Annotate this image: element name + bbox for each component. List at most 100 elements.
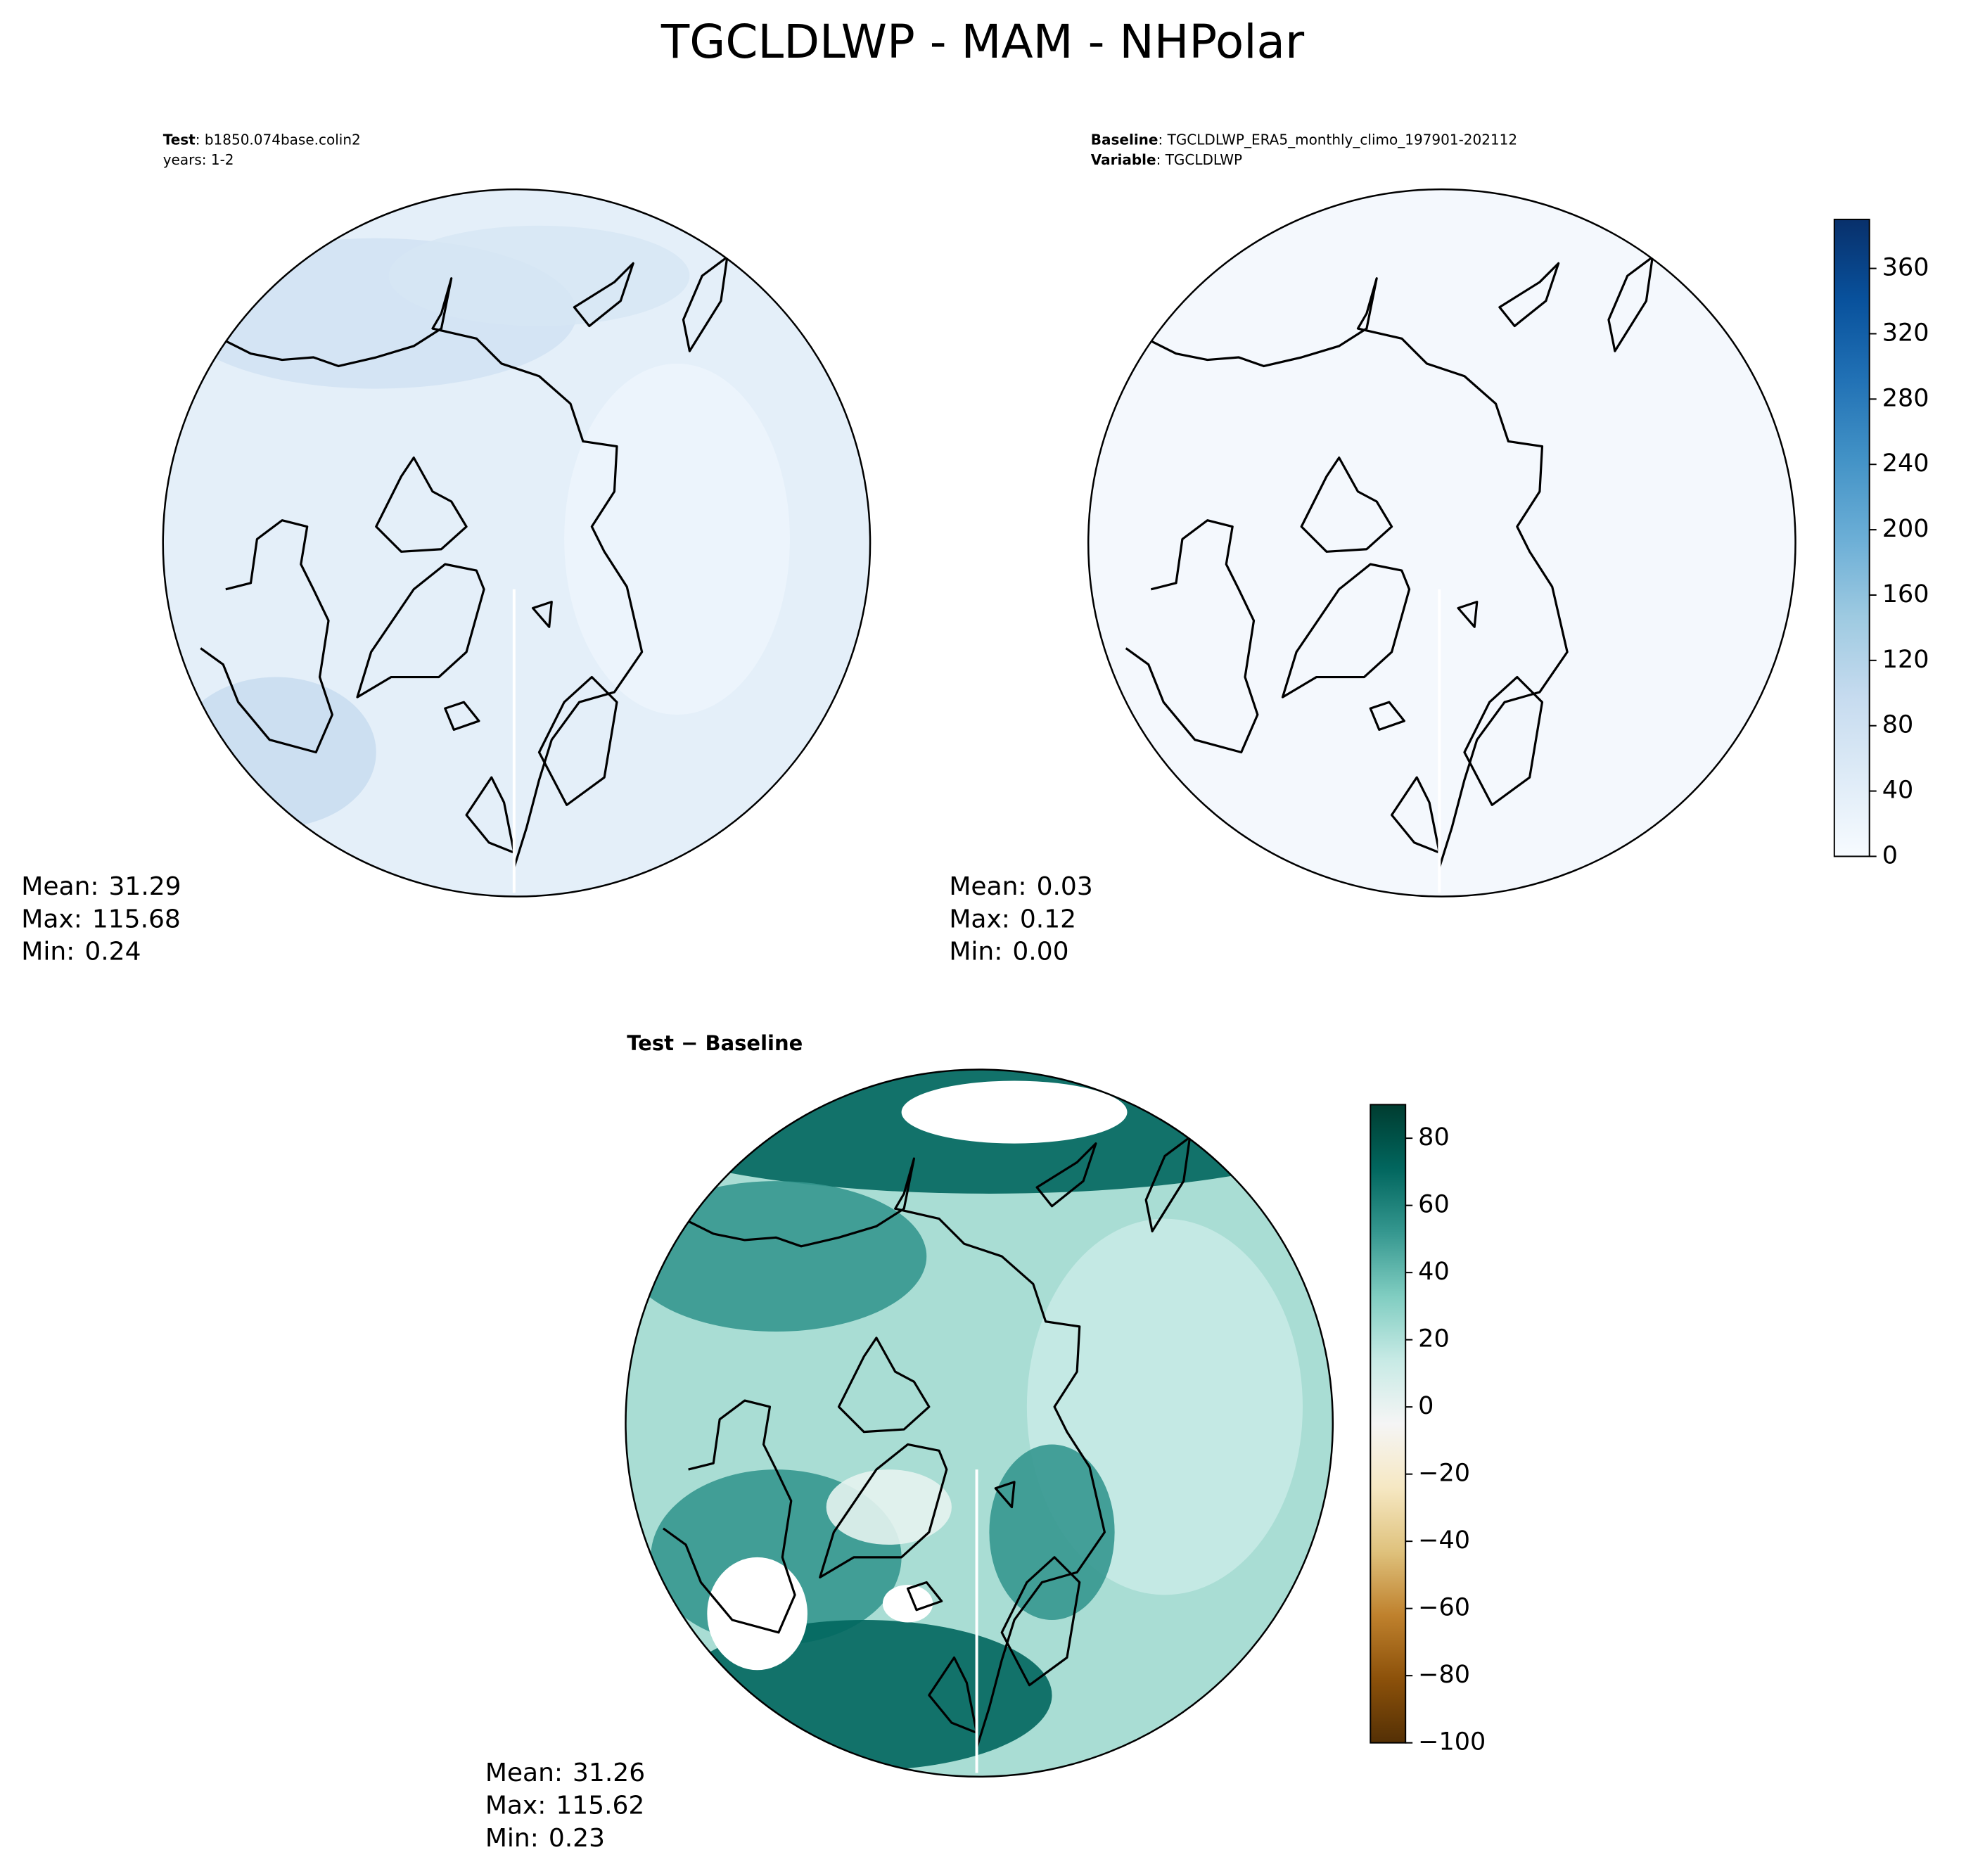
colorbar-tick-label: 240 bbox=[1882, 449, 1929, 478]
stat: Min: 0.00 bbox=[949, 938, 1068, 966]
panel-title: Test − Baseline bbox=[627, 1031, 803, 1055]
coastline bbox=[929, 1657, 977, 1733]
header-text: : b1850.074base.colin2 bbox=[196, 131, 361, 148]
stat-value: 0.03 bbox=[1037, 872, 1093, 901]
stat-value: 0.12 bbox=[1020, 905, 1076, 933]
colorbar-tick-label: −100 bbox=[1418, 1728, 1486, 1756]
coastline bbox=[1037, 1144, 1096, 1206]
coastline bbox=[1301, 458, 1391, 552]
stat: Mean: 31.29 bbox=[21, 872, 181, 901]
colorbar bbox=[1370, 1104, 1407, 1744]
panel-header: years: 1-2 bbox=[163, 151, 234, 168]
coastline bbox=[445, 702, 479, 729]
coastline bbox=[1370, 702, 1404, 729]
stat-label: Mean: bbox=[485, 1759, 563, 1787]
coastline bbox=[1609, 257, 1652, 351]
stat: Min: 0.23 bbox=[485, 1824, 605, 1853]
coastline bbox=[533, 602, 552, 627]
stat-label: Max: bbox=[21, 905, 82, 933]
colorbar-tick-label: −60 bbox=[1418, 1594, 1470, 1622]
coastline bbox=[1282, 564, 1409, 697]
coastline bbox=[539, 677, 617, 805]
colorbar-tick-label: −40 bbox=[1418, 1526, 1470, 1555]
colorbar-tick-label: −20 bbox=[1418, 1460, 1470, 1488]
coastline bbox=[838, 1338, 928, 1432]
missing-region bbox=[707, 1557, 808, 1671]
map-shade bbox=[564, 363, 790, 715]
colorbar-tick-label: 320 bbox=[1882, 319, 1929, 347]
map-shade bbox=[826, 1469, 952, 1545]
missing-region bbox=[882, 1585, 933, 1623]
colorbar-tick-label: 40 bbox=[1882, 777, 1914, 805]
coastline bbox=[1146, 1137, 1189, 1232]
coastline bbox=[1126, 521, 1258, 753]
stat-label: Min: bbox=[485, 1824, 539, 1853]
coastline bbox=[200, 521, 332, 753]
coastline bbox=[663, 1400, 795, 1633]
colorbar-tick-label: 60 bbox=[1418, 1191, 1450, 1219]
map-shade bbox=[625, 1181, 927, 1332]
stat: Min: 0.24 bbox=[21, 938, 141, 966]
stat: Mean: 0.03 bbox=[949, 872, 1092, 901]
colorbar-tick-label: 160 bbox=[1882, 580, 1929, 608]
stat: Max: 115.68 bbox=[21, 905, 181, 933]
coastline bbox=[1151, 279, 1567, 868]
colorbar-tick-label: 0 bbox=[1882, 841, 1898, 869]
coastline bbox=[689, 1159, 1105, 1748]
stat-label: Min: bbox=[949, 938, 1002, 966]
coastline bbox=[1002, 1557, 1080, 1685]
map-field bbox=[1126, 257, 1653, 893]
colorbar-tick-label: 120 bbox=[1882, 646, 1929, 674]
coastline bbox=[574, 263, 633, 326]
missing-region bbox=[901, 1080, 1128, 1144]
coastline bbox=[357, 564, 484, 697]
map-border bbox=[1087, 188, 1796, 898]
map-shade bbox=[388, 225, 690, 326]
coastline bbox=[995, 1482, 1014, 1507]
stat-value: 0.24 bbox=[84, 938, 141, 966]
stat: Max: 115.62 bbox=[485, 1792, 645, 1820]
coastline bbox=[1464, 677, 1543, 805]
map-shade bbox=[989, 1444, 1115, 1620]
coastline bbox=[820, 1444, 947, 1577]
header-text: years: 1-2 bbox=[163, 151, 234, 168]
panel: Baseline: TGCLDLWP_ERA5_monthly_climo_19… bbox=[949, 131, 1929, 966]
stat: Mean: 31.26 bbox=[485, 1759, 645, 1787]
stat-value: 115.62 bbox=[556, 1792, 644, 1820]
colorbar-tick-label: 0 bbox=[1418, 1392, 1434, 1420]
colorbar-tick-label: 80 bbox=[1418, 1123, 1450, 1151]
panel: Test − Baseline Mean: 31.26 Max: 115.62 Min: 0… bbox=[485, 1031, 1486, 1853]
header-key: Baseline bbox=[1091, 131, 1158, 148]
panel-header: Baseline: TGCLDLWP_ERA5_monthly_climo_19… bbox=[1091, 131, 1517, 148]
stat-label: Max: bbox=[949, 905, 1010, 933]
coastline bbox=[376, 458, 466, 552]
figure-title: TGCLDLWP - MAM - NHPolar bbox=[660, 15, 1305, 69]
map-border bbox=[162, 188, 872, 898]
colorbar-tick-label: 80 bbox=[1882, 711, 1914, 739]
stat-value: 31.26 bbox=[573, 1759, 645, 1787]
header-key: Variable bbox=[1091, 151, 1156, 168]
colorbar-tick-label: 20 bbox=[1418, 1325, 1450, 1353]
coastline bbox=[908, 1583, 942, 1610]
stat-label: Mean: bbox=[21, 872, 98, 901]
colorbar-tick-label: −80 bbox=[1418, 1661, 1470, 1689]
stat-value: 31.29 bbox=[109, 872, 181, 901]
panel: Test: b1850.074base.colin2 years: 1-2 Mean… bbox=[21, 131, 872, 966]
colorbar-tick-label: 40 bbox=[1418, 1258, 1450, 1286]
header-key: Test bbox=[163, 131, 196, 148]
stat-label: Min: bbox=[21, 938, 75, 966]
stat: Max: 0.12 bbox=[949, 905, 1076, 933]
colorbar-tick-label: 200 bbox=[1882, 515, 1929, 543]
coastline bbox=[683, 257, 727, 351]
map-background bbox=[1088, 189, 1796, 897]
stat-value: 0.00 bbox=[1012, 938, 1068, 966]
coastline bbox=[1458, 602, 1477, 627]
colorbar bbox=[1833, 218, 1870, 857]
map-layer bbox=[1126, 257, 1653, 893]
coastline bbox=[1500, 263, 1559, 326]
stat-label: Mean: bbox=[949, 872, 1026, 901]
stat-label: Max: bbox=[485, 1792, 547, 1820]
coastline bbox=[226, 279, 642, 868]
stat-value: 0.23 bbox=[549, 1824, 605, 1853]
